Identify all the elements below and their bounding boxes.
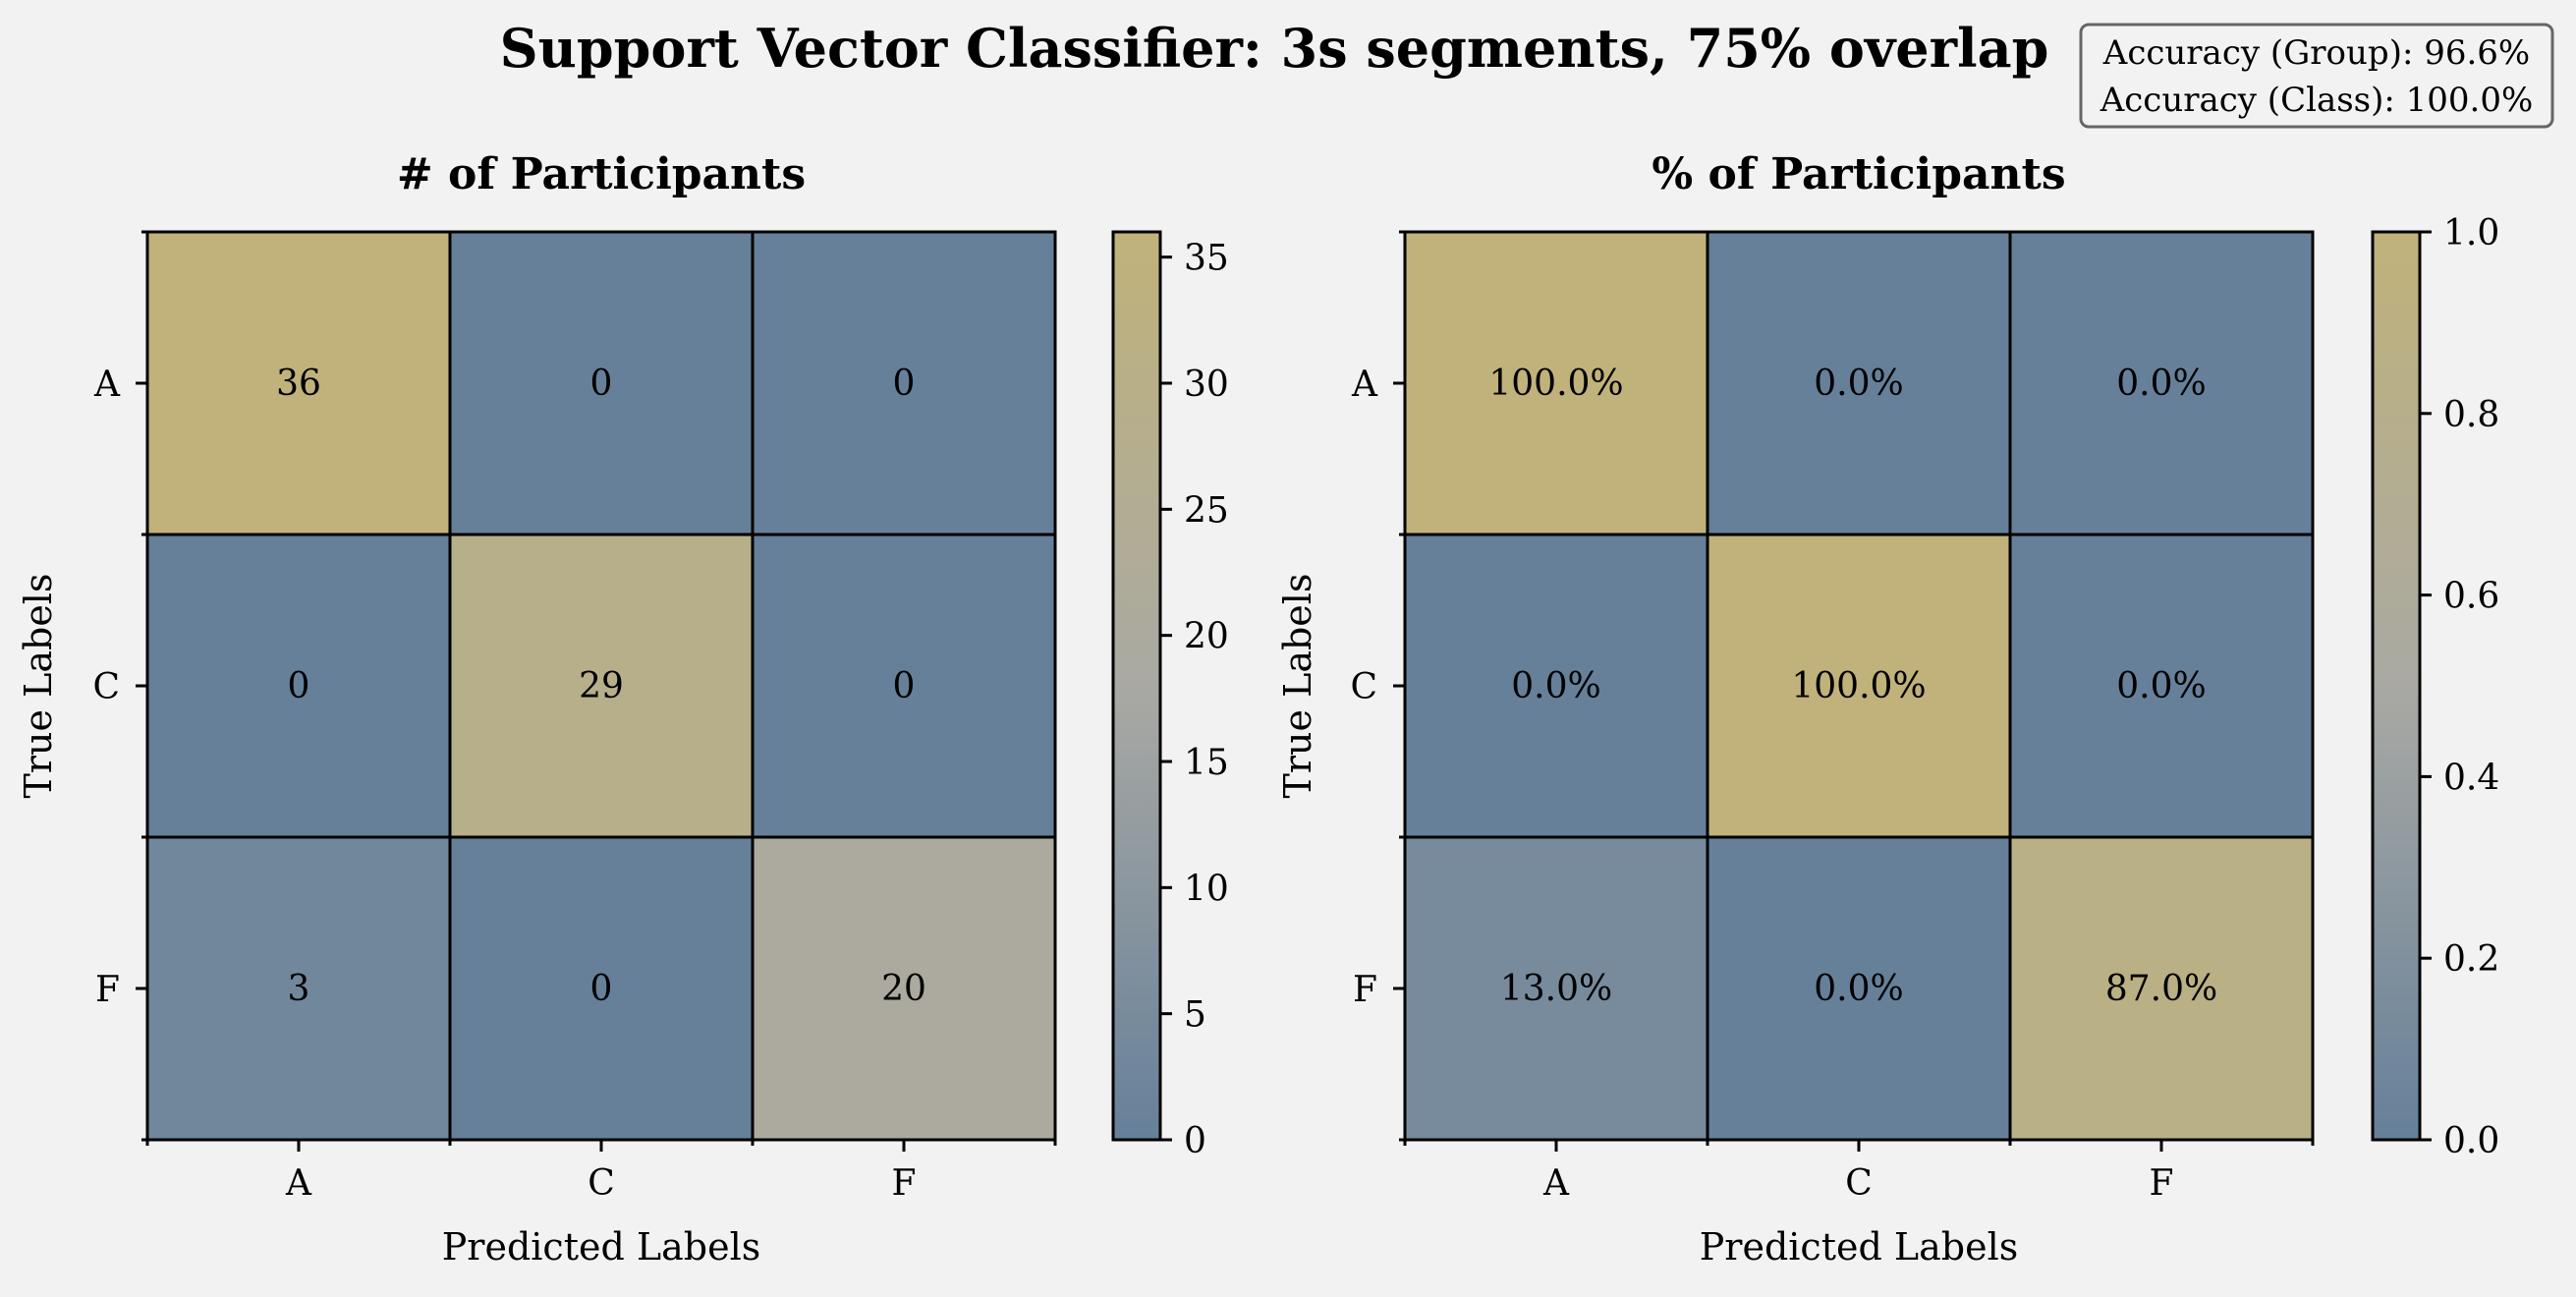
colorbar: [2371, 230, 2422, 1142]
accuracy-box: Accuracy (Group): 96.6% Accuracy (Class)…: [2079, 23, 2554, 129]
colorbar-tick-label: 0.0: [2443, 1121, 2499, 1161]
x-tick-label: C: [1845, 1163, 1873, 1204]
heatmap-cell: [145, 533, 452, 839]
accuracy-box-frame: [2079, 23, 2554, 129]
cell-value-label: 0: [590, 969, 613, 1009]
x-tick-label: C: [588, 1163, 615, 1204]
y-tick-label: C: [92, 667, 120, 707]
panel-title: # of Participants: [397, 149, 806, 199]
heatmap-cell: [1706, 533, 2012, 839]
cell-value-label: 0.0%: [2116, 666, 2206, 706]
heatmap-cell: [145, 835, 452, 1142]
colorbar-tick-label: 0.2: [2443, 939, 2499, 980]
colorbar-tick-label: 35: [1184, 239, 1229, 279]
x-tick-label: F: [892, 1163, 917, 1204]
heatmap-cell: [751, 835, 1057, 1142]
accuracy-group: Accuracy (Group): 96.6%: [2102, 33, 2530, 73]
y-axis-label: True Labels: [17, 574, 60, 799]
accuracy-class: Accuracy (Class): 100.0%: [2100, 81, 2534, 120]
colorbar-tick-label: 10: [1184, 869, 1229, 909]
x-axis-label: Predicted Labels: [442, 1225, 761, 1269]
colorbar-tick-label: 5: [1184, 995, 1206, 1036]
y-tick-label: F: [1353, 970, 1377, 1010]
cell-value-label: 100.0%: [1791, 666, 1926, 706]
figure-title: Support Vector Classifier: 3s segments, …: [500, 17, 2049, 80]
y-tick-label: A: [93, 365, 121, 405]
cell-value-label: 36: [276, 364, 321, 404]
heatmap-cell: [1403, 835, 1709, 1142]
heatmap-cell: [1403, 533, 1709, 839]
cell-value-label: 0.0%: [1511, 666, 1600, 706]
colorbar-tick-label: 25: [1184, 490, 1229, 531]
y-tick-label: F: [95, 970, 120, 1010]
cell-value-label: 0: [288, 666, 310, 706]
y-tick-label: A: [1351, 365, 1378, 405]
colorbar-tick-label: 0.6: [2443, 577, 2499, 617]
cell-value-label: 0.0%: [2116, 364, 2206, 404]
cell-value-label: 20: [881, 969, 926, 1009]
cell-value-label: 0: [893, 364, 916, 404]
heatmap-cell: [1706, 835, 2012, 1142]
x-tick-label: A: [285, 1163, 312, 1204]
colorbar-tick-label: 0: [1184, 1121, 1206, 1161]
colorbar-tick-label: 0.8: [2443, 395, 2499, 435]
heatmap-cell: [1706, 230, 2012, 536]
y-axis-label: True Labels: [1276, 574, 1319, 799]
colorbar: [1111, 230, 1162, 1142]
y-tick-label: C: [1350, 667, 1377, 707]
colorbar-tick-label: 0.4: [2443, 758, 2499, 798]
cell-value-label: 0: [893, 666, 916, 706]
panel-title: % of Participants: [1652, 149, 2065, 199]
cell-value-label: 0.0%: [1814, 969, 1903, 1009]
cell-value-label: 3: [288, 969, 310, 1009]
heatmap-cell: [448, 230, 755, 536]
heatmap-cell: [145, 230, 452, 536]
x-tick-label: F: [2150, 1163, 2174, 1204]
cell-value-label: 87.0%: [2105, 969, 2217, 1009]
cell-value-label: 0.0%: [1814, 364, 1903, 404]
heatmap-cell: [448, 835, 755, 1142]
cell-value-label: 13.0%: [1500, 969, 1612, 1009]
colorbar-tick-label: 1.0: [2443, 213, 2499, 254]
heatmap-cell: [2008, 533, 2315, 839]
x-tick-label: A: [1542, 1163, 1570, 1204]
heatmap-cell: [751, 230, 1057, 536]
colorbar-tick-label: 30: [1184, 365, 1229, 405]
colorbar-tick-label: 15: [1184, 743, 1229, 783]
cell-value-label: 0: [590, 364, 613, 404]
cell-value-label: 100.0%: [1488, 364, 1623, 404]
cell-value-label: 29: [579, 666, 624, 706]
x-axis-label: Predicted Labels: [1700, 1225, 2019, 1269]
heatmap-panel-2: % of Participants 100.0% 0.0% 0.0% 0.0% 100.0…: [1276, 149, 2499, 1269]
colorbar-tick-label: 20: [1184, 617, 1229, 657]
